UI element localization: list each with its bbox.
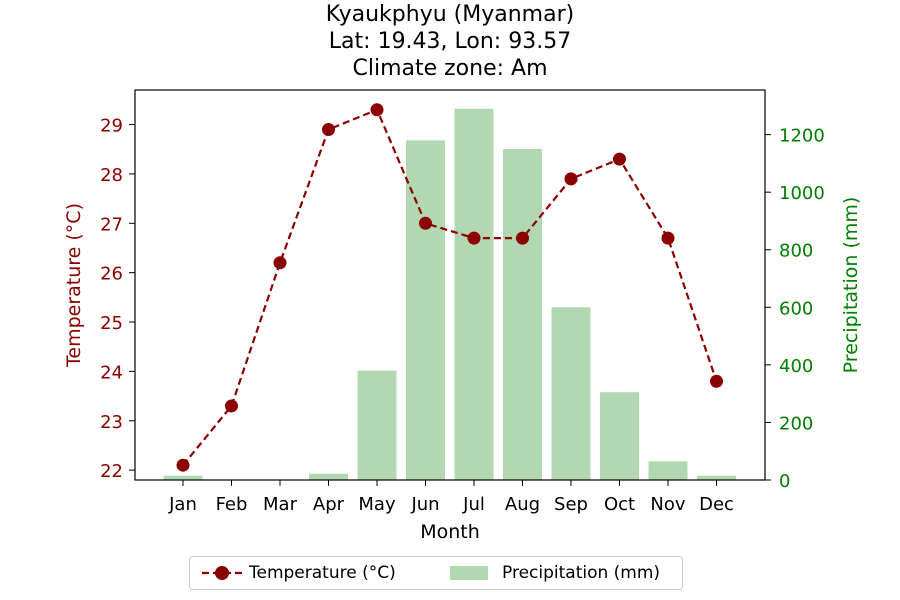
left-y-tick-label-22: 22 <box>100 461 123 482</box>
left-y-tick-label-28: 28 <box>100 165 123 186</box>
x-tick-label-nov: Nov <box>650 494 685 515</box>
precipitation-bar-jun <box>406 140 445 480</box>
left-y-axis: 22 23 24 25 26 27 28 29 <box>100 116 135 482</box>
left-y-tick-label-26: 26 <box>100 264 123 285</box>
precipitation-bar-dec <box>697 475 736 480</box>
temperature-point-feb <box>225 399 238 413</box>
x-tick-label-feb: Feb <box>216 494 248 515</box>
temperature-legend-swatch <box>202 566 242 580</box>
x-tick-label-sep: Sep <box>554 494 588 515</box>
temperature-point-apr <box>322 122 335 136</box>
temperature-point-oct <box>613 152 626 166</box>
precipitation-bar-jan <box>163 475 203 480</box>
x-tick-label-oct: Oct <box>604 494 635 515</box>
left-y-axis-label: Temperature (°C) <box>63 203 85 368</box>
temperature-point-may <box>370 103 384 117</box>
precipitation-bars <box>163 108 736 480</box>
right-y-tick-label-1000: 1000 <box>779 183 825 204</box>
precipitation-legend-label: Precipitation (mm) <box>502 563 661 583</box>
temperature-point-jan <box>176 458 190 472</box>
left-y-tick-label-27: 27 <box>100 214 123 235</box>
precipitation-legend-swatch <box>450 566 488 580</box>
right-y-tick-label-200: 200 <box>779 413 813 434</box>
right-y-tick-label-600: 600 <box>779 298 813 319</box>
temperature-point-nov <box>661 231 675 245</box>
temperature-line <box>182 108 718 466</box>
left-y-tick-label-24: 24 <box>100 362 123 383</box>
precipitation-bar-jul <box>454 108 494 480</box>
x-tick-label-dec: Dec <box>699 494 734 515</box>
right-y-tick-label-800: 800 <box>779 241 813 262</box>
chart-title-line-1: Kyaukphyu (Myanmar) <box>325 2 575 27</box>
x-tick-label-jan: Jan <box>168 494 197 515</box>
precipitation-bar-apr <box>309 473 348 480</box>
chart-title-line-2: Lat: 19.43, Lon: 93.57 <box>328 29 572 54</box>
precipitation-bar-nov <box>648 461 688 480</box>
temperature-point-aug <box>516 231 529 245</box>
right-y-tick-label-400: 400 <box>779 356 813 377</box>
temperature-legend-label: Temperature (°C) <box>249 563 396 583</box>
precipitation-bar-may <box>357 370 397 480</box>
x-tick-label-jul: Jul <box>462 494 485 515</box>
precipitation-bar-aug <box>503 149 542 480</box>
left-y-tick-label-25: 25 <box>100 313 123 334</box>
left-y-tick-label-29: 29 <box>100 116 123 137</box>
temperature-point-mar <box>273 256 287 270</box>
x-axis-label: Month <box>420 521 480 543</box>
x-tick-label-aug: Aug <box>505 494 540 515</box>
right-y-axis: 0 200 400 600 800 1000 1200 <box>765 126 825 492</box>
x-tick-label-apr: Apr <box>313 494 345 515</box>
chart-title-line-3: Climate zone: Am <box>352 56 548 81</box>
x-tick-label-mar: Mar <box>263 494 298 515</box>
temperature-point-jun <box>419 216 432 230</box>
x-axis: Jan Feb Mar Apr May Jun Jul Aug Sep Oct Nov Dec <box>168 480 734 515</box>
temperature-point-dec <box>710 374 723 388</box>
right-y-tick-label-0: 0 <box>779 471 790 492</box>
right-y-tick-label-1200: 1200 <box>779 126 825 147</box>
precipitation-bar-sep <box>551 307 591 480</box>
temperature-series <box>176 103 723 472</box>
plot-frame <box>134 89 766 481</box>
precipitation-bar-oct <box>600 392 639 480</box>
x-tick-label-jun: Jun <box>410 494 439 515</box>
x-tick-label-may: May <box>358 494 396 515</box>
chart-legend: Temperature (°C) Precipitation (mm) <box>189 556 683 590</box>
temperature-point-sep <box>564 172 578 186</box>
temperature-point-jul <box>467 231 481 245</box>
right-y-axis-label: Precipitation (mm) <box>840 197 862 374</box>
left-y-tick-label-23: 23 <box>100 412 123 433</box>
